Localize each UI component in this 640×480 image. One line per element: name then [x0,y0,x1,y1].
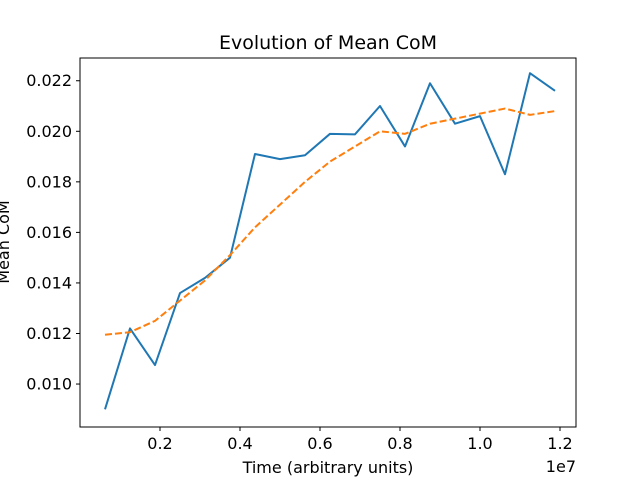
y-tick-label: 0.022 [26,71,72,90]
series-line-solid [104,72,556,410]
ticks-layer: 0.2 0.4 0.6 0.8 1.0 1.2 0.010 0.012 0.014 0.016 0.… [26,71,573,453]
x-tick-label: 0.4 [227,434,252,453]
y-axis-label: Mean CoM [0,200,13,283]
y-tick-label: 0.010 [26,375,72,394]
y-tick-label: 0.018 [26,172,72,191]
series-layer [104,72,556,410]
series-line-dashed [104,107,556,336]
plot-area-frame [79,57,577,428]
x-axis-label: Time (arbitrary units) [242,458,414,477]
x-tick-label: 1.0 [467,434,492,453]
y-tick-label: 0.012 [26,324,72,343]
y-tick-label: 0.014 [26,273,72,292]
x-axis-scale-label: 1e7 [546,457,576,476]
x-tick-label: 0.8 [387,434,412,453]
y-tick-label: 0.016 [26,223,72,242]
chart-title: Evolution of Mean CoM [219,32,437,54]
x-tick-label: 0.2 [147,434,172,453]
y-tick-label: 0.020 [26,122,72,141]
x-tick-label: 0.6 [307,434,332,453]
x-tick-label: 1.2 [547,434,572,453]
